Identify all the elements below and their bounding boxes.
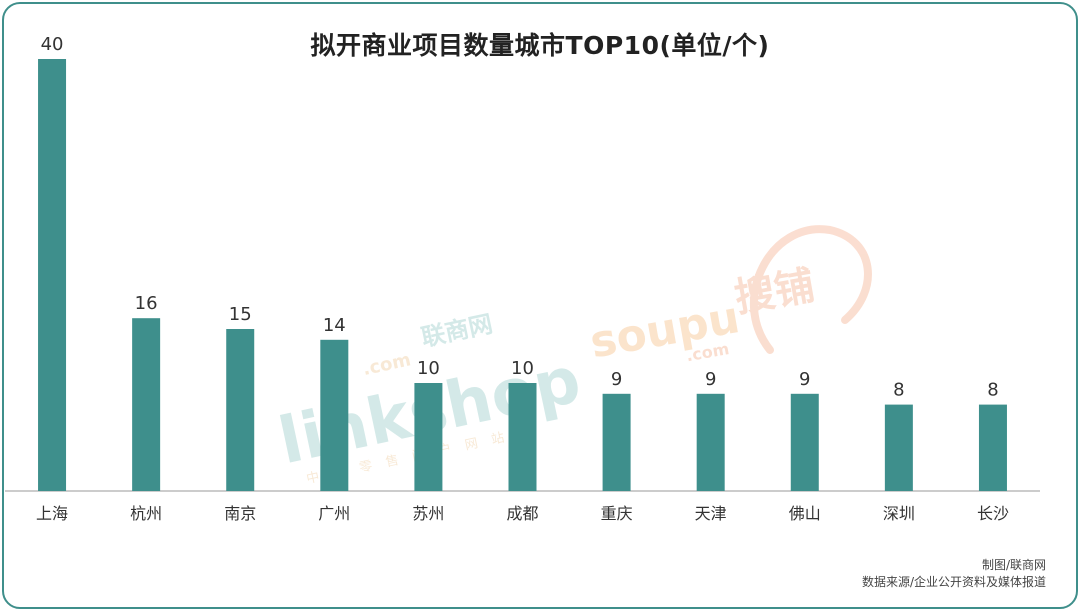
data-label: 14 (323, 315, 346, 336)
data-label: 8 (987, 380, 998, 401)
x-tick-label: 成都 (506, 504, 538, 523)
data-label: 9 (799, 369, 810, 390)
data-label: 15 (229, 304, 252, 325)
footer-credit: 制图/联商网 (981, 558, 1046, 572)
x-tick-label: 苏州 (412, 504, 444, 523)
bar (978, 404, 1007, 491)
data-label: 8 (893, 380, 904, 401)
bar (320, 339, 349, 491)
bar (132, 318, 161, 491)
bar (226, 329, 255, 491)
data-label: 10 (417, 358, 440, 379)
bar (790, 393, 819, 491)
chart-title: 拟开商业项目数量城市TOP10(单位/个) (310, 31, 770, 60)
bar (38, 59, 67, 491)
data-label: 9 (611, 369, 622, 390)
x-tick-label: 佛山 (789, 504, 821, 523)
data-label: 10 (511, 358, 534, 379)
x-tick-label: 上海 (36, 504, 68, 523)
x-tick-label: 南京 (224, 504, 256, 523)
data-label: 9 (705, 369, 716, 390)
data-label: 16 (135, 293, 158, 314)
footer-source: 数据来源/企业公开资料及媒体报道 (861, 575, 1046, 589)
x-tick-label: 深圳 (883, 504, 915, 523)
bar (508, 383, 537, 491)
bar (414, 383, 443, 491)
bar (602, 393, 631, 491)
x-tick-label: 广州 (318, 504, 350, 523)
x-tick-label: 杭州 (130, 504, 162, 523)
x-tick-label: 长沙 (977, 504, 1009, 523)
x-tick-label: 重庆 (601, 504, 633, 523)
bar (696, 393, 725, 491)
data-label: 40 (41, 34, 64, 55)
x-tick-label: 天津 (695, 504, 727, 523)
bar (884, 404, 913, 491)
